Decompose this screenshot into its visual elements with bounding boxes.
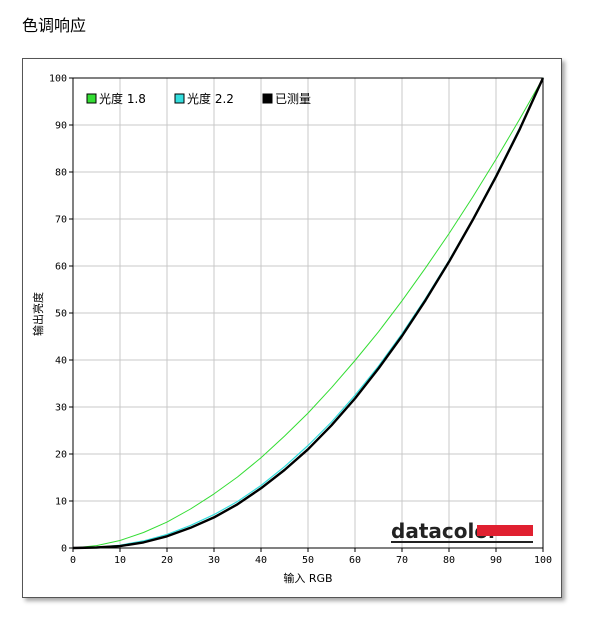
legend-swatch bbox=[86, 93, 97, 104]
y-tick-label: 0 bbox=[61, 544, 67, 555]
y-tick-label: 10 bbox=[55, 497, 67, 508]
x-tick-label: 70 bbox=[396, 555, 408, 566]
legend-swatch bbox=[174, 93, 185, 104]
y-axis-label: 输出亮度 bbox=[31, 292, 45, 336]
x-tick-label: 80 bbox=[443, 555, 455, 566]
legend-label: 已测量 bbox=[275, 92, 311, 106]
y-tick-label: 60 bbox=[55, 262, 67, 273]
axis-labels: 输入 RGB 输出亮度 bbox=[31, 292, 333, 585]
chart-frame: 0 10 20 30 40 50 60 70 80 90 100 0 10 20 30 40 50 60 70 80 9… bbox=[22, 58, 562, 598]
y-tick-label: 90 bbox=[55, 121, 67, 132]
grid bbox=[73, 77, 544, 548]
x-tick-label: 40 bbox=[255, 555, 267, 566]
tone-response-chart: 0 10 20 30 40 50 60 70 80 90 100 0 10 20 30 40 50 60 70 80 9… bbox=[31, 74, 552, 586]
axes: 0 10 20 30 40 50 60 70 80 90 100 0 10 20 30 40 50 60 70 80 9… bbox=[49, 74, 552, 567]
y-tick-label: 20 bbox=[55, 450, 67, 461]
x-tick-label: 10 bbox=[114, 555, 126, 566]
x-tick-label: 0 bbox=[70, 555, 76, 566]
legend: 光度 1.8 光度 2.2 已测量 bbox=[86, 91, 311, 106]
y-tick-label: 30 bbox=[55, 403, 67, 414]
x-tick-label: 20 bbox=[161, 555, 173, 566]
x-tick-label: 30 bbox=[208, 555, 220, 566]
x-tick-label: 100 bbox=[534, 555, 552, 566]
series-line-0 bbox=[72, 77, 544, 549]
page-title: 色调响应 bbox=[22, 16, 87, 35]
brand-bar bbox=[477, 525, 533, 536]
x-axis-label: 输入 RGB bbox=[283, 571, 332, 585]
series bbox=[72, 77, 545, 550]
series-line-2 bbox=[72, 77, 545, 550]
x-tick-label: 60 bbox=[349, 555, 361, 566]
brand-logo: datacolor bbox=[391, 519, 533, 543]
y-tick-label: 100 bbox=[49, 74, 67, 85]
x-tick-label: 50 bbox=[302, 555, 314, 566]
y-tick-label: 40 bbox=[55, 356, 67, 367]
y-tick-label: 70 bbox=[55, 215, 67, 226]
legend-swatch bbox=[262, 93, 273, 104]
y-tick-label: 50 bbox=[55, 309, 67, 320]
brand-underline bbox=[391, 541, 533, 543]
legend-label: 光度 1.8 bbox=[99, 91, 146, 106]
plot-border bbox=[72, 77, 544, 549]
x-tick-label: 90 bbox=[490, 555, 502, 566]
legend-label: 光度 2.2 bbox=[187, 91, 234, 106]
y-tick-label: 80 bbox=[55, 168, 67, 179]
